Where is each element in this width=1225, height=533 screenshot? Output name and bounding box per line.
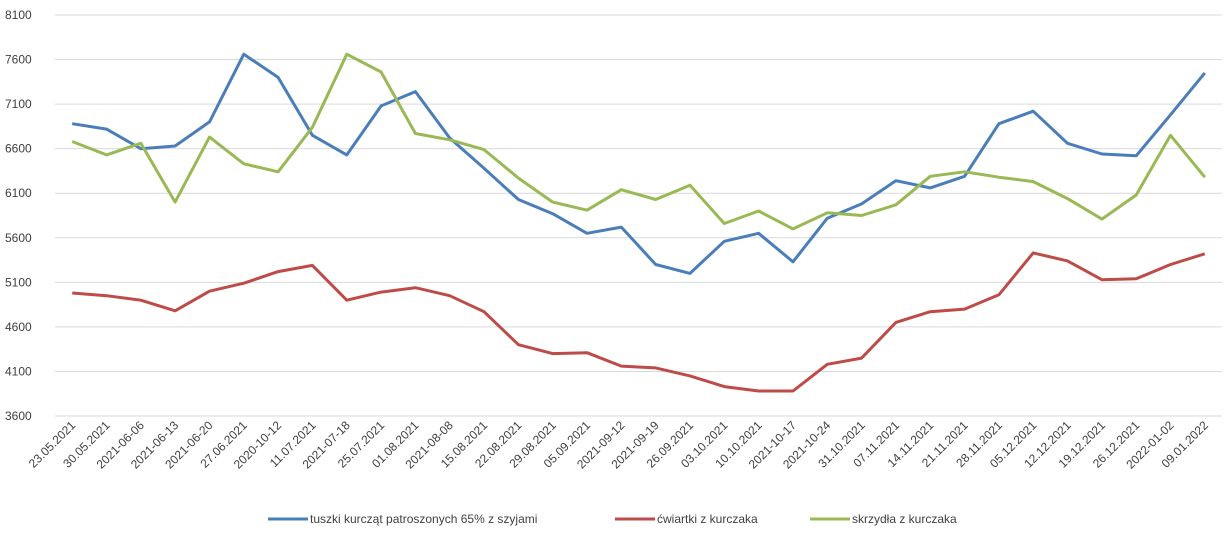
y-tick-label: 7100: [5, 97, 32, 111]
legend-label: skrzydła z kurczaka: [852, 512, 957, 526]
y-tick-label: 4600: [5, 320, 32, 334]
y-tick-label: 5600: [5, 231, 32, 245]
y-tick-label: 6600: [5, 142, 32, 156]
y-tick-label: 3600: [5, 409, 32, 423]
y-tick-label: 6100: [5, 186, 32, 200]
series-line: [71, 52, 1206, 231]
y-tick-label: 4100: [5, 364, 32, 378]
legend-label: ćwiartki z kurczaka: [657, 512, 758, 526]
series-line: [72, 251, 1206, 393]
legend-label: tuszki kurcząt patroszonych 65% z szyjam…: [310, 512, 537, 526]
series-line: [71, 52, 1206, 275]
y-tick-label: 8100: [5, 8, 32, 22]
y-tick-label: 5100: [5, 275, 32, 289]
y-tick-label: 7600: [5, 53, 32, 67]
